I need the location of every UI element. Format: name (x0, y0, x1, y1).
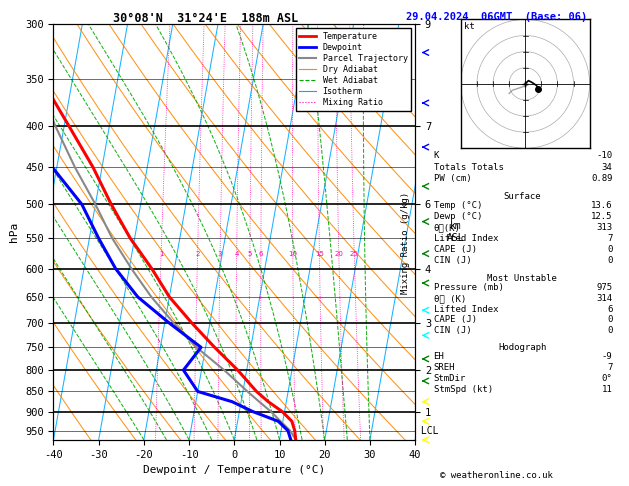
Text: CAPE (J): CAPE (J) (433, 315, 477, 324)
Text: 15: 15 (315, 251, 324, 257)
Text: Temp (°C): Temp (°C) (433, 201, 482, 210)
Text: 6: 6 (259, 251, 263, 257)
Text: © weatheronline.co.uk: © weatheronline.co.uk (440, 471, 554, 480)
Text: 0: 0 (607, 315, 613, 324)
Text: 5: 5 (248, 251, 252, 257)
Text: θᴇ (K): θᴇ (K) (433, 294, 466, 303)
Text: -10: -10 (596, 152, 613, 160)
Text: Lifted Index: Lifted Index (433, 305, 498, 313)
Text: 1: 1 (159, 251, 164, 257)
Text: Lifted Index: Lifted Index (433, 234, 498, 243)
Text: Hodograph: Hodograph (498, 343, 546, 352)
Text: StmSpd (kt): StmSpd (kt) (433, 384, 493, 394)
Text: 6: 6 (607, 305, 613, 313)
Text: θᴇ(K): θᴇ(K) (433, 223, 460, 232)
Text: 25: 25 (350, 251, 359, 257)
Text: 10: 10 (288, 251, 298, 257)
Text: 29.04.2024  06GMT  (Base: 06): 29.04.2024 06GMT (Base: 06) (406, 12, 587, 22)
Text: 0.89: 0.89 (591, 174, 613, 183)
X-axis label: Dewpoint / Temperature (°C): Dewpoint / Temperature (°C) (143, 465, 325, 475)
Text: CIN (J): CIN (J) (433, 256, 471, 265)
Text: 11: 11 (602, 384, 613, 394)
Text: Totals Totals: Totals Totals (433, 163, 503, 172)
Text: 4: 4 (235, 251, 239, 257)
Text: Mixing Ratio (g/kg): Mixing Ratio (g/kg) (401, 192, 410, 294)
Text: CAPE (J): CAPE (J) (433, 245, 477, 254)
Text: 0: 0 (607, 256, 613, 265)
Text: 12.5: 12.5 (591, 212, 613, 221)
Text: CIN (J): CIN (J) (433, 326, 471, 335)
Text: SREH: SREH (433, 363, 455, 372)
Text: Surface: Surface (503, 192, 541, 201)
Text: LCL: LCL (415, 426, 438, 436)
Text: Pressure (mb): Pressure (mb) (433, 283, 503, 292)
Text: Most Unstable: Most Unstable (487, 274, 557, 283)
Text: 313: 313 (596, 223, 613, 232)
Text: 30°08'N  31°24'E  188m ASL: 30°08'N 31°24'E 188m ASL (113, 12, 299, 25)
Text: 0°: 0° (602, 374, 613, 383)
Text: 7: 7 (607, 234, 613, 243)
Text: 975: 975 (596, 283, 613, 292)
Text: K: K (433, 152, 439, 160)
Text: 7: 7 (607, 363, 613, 372)
Text: 13.6: 13.6 (591, 201, 613, 210)
Text: 314: 314 (596, 294, 613, 303)
Text: EH: EH (433, 352, 444, 362)
Legend: Temperature, Dewpoint, Parcel Trajectory, Dry Adiabat, Wet Adiabat, Isotherm, Mi: Temperature, Dewpoint, Parcel Trajectory… (296, 29, 411, 111)
Text: 3: 3 (218, 251, 222, 257)
Text: 34: 34 (602, 163, 613, 172)
Text: StmDir: StmDir (433, 374, 466, 383)
Text: 0: 0 (607, 326, 613, 335)
Y-axis label: hPa: hPa (9, 222, 19, 242)
Text: Dewp (°C): Dewp (°C) (433, 212, 482, 221)
Text: PW (cm): PW (cm) (433, 174, 471, 183)
Text: 0: 0 (607, 245, 613, 254)
Text: kt: kt (464, 22, 475, 31)
Text: 2: 2 (195, 251, 199, 257)
Text: 20: 20 (335, 251, 343, 257)
Text: -9: -9 (602, 352, 613, 362)
Y-axis label: km
ASL: km ASL (447, 221, 465, 243)
